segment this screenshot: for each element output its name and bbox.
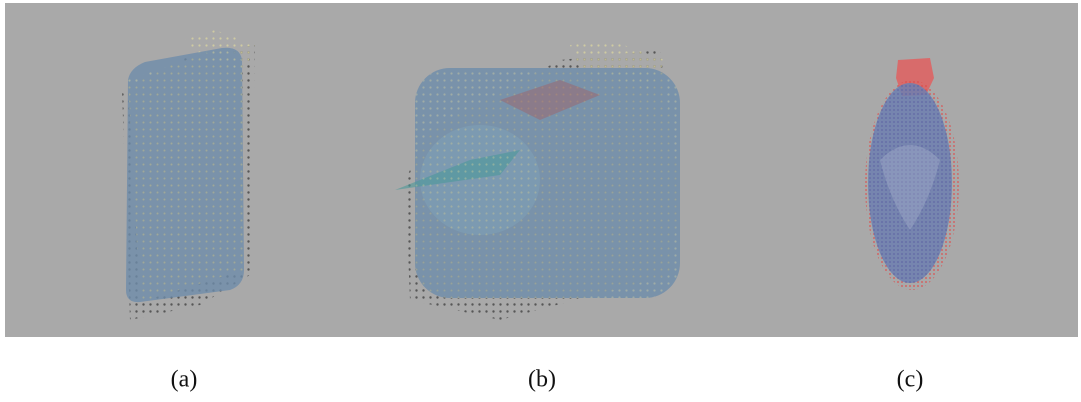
subcaption: (c) [897,367,924,393]
subcaption: (a) [171,367,198,393]
render-a [122,30,255,320]
figure: (a) (b) (c) [0,0,1081,402]
page: {"figure": {"subcaptions": ["(a)", "(b)"… [0,0,1081,402]
subcaption: (b) [528,367,556,393]
render-b [395,40,680,320]
